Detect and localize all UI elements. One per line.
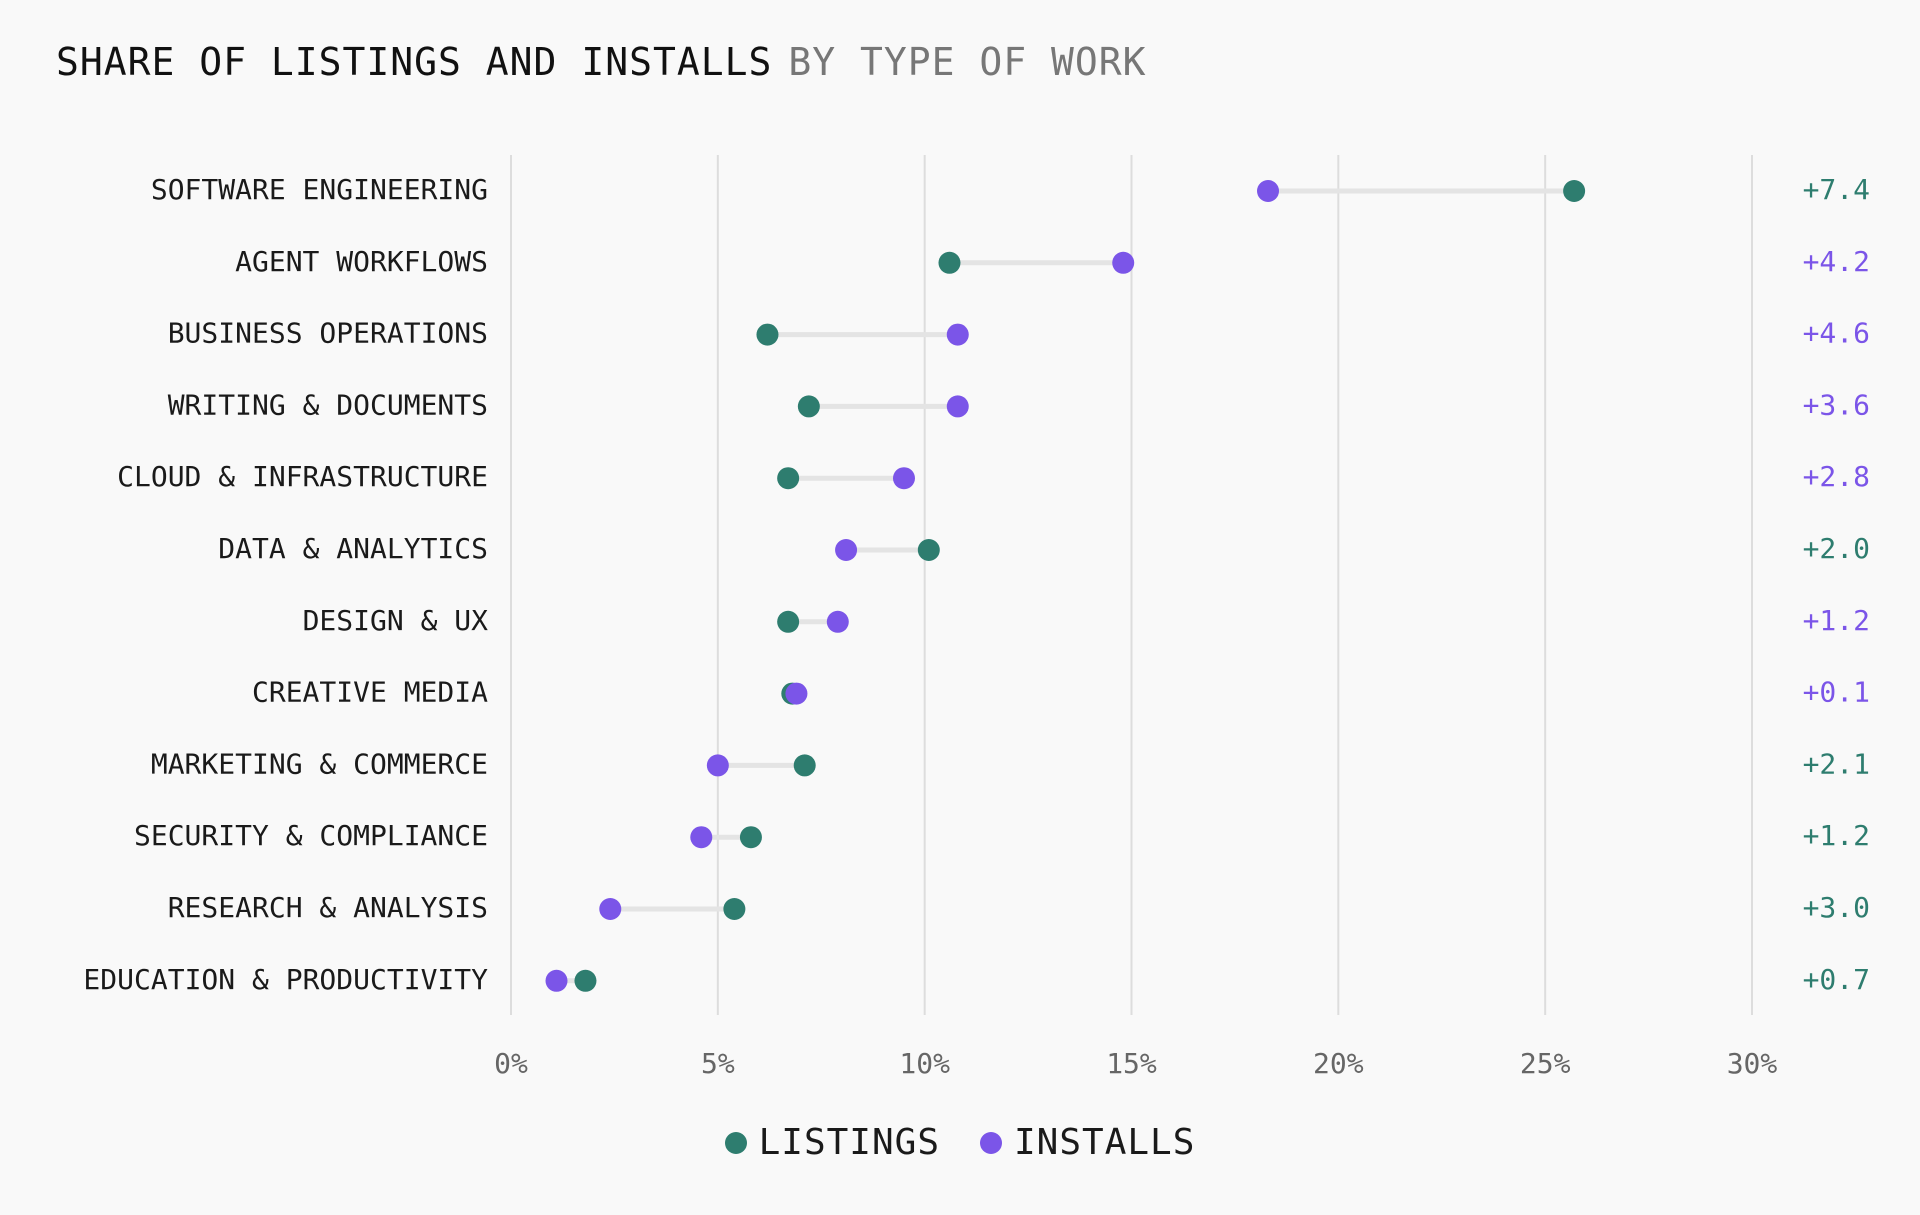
legend-swatch-installs <box>980 1131 1002 1154</box>
category-label: SECURITY & COMPLIANCE <box>134 819 488 852</box>
listings-point <box>1563 180 1586 202</box>
difference-label: +4.2 <box>1803 245 1870 278</box>
installs-point <box>1257 180 1280 202</box>
installs-point <box>545 969 568 992</box>
category-label: DATA & ANALYTICS <box>218 532 488 565</box>
legend-item-listings: LISTINGS <box>724 1122 940 1163</box>
chart-title-sub: BY TYPE OF WORK <box>788 40 1147 84</box>
category-label: SOFTWARE ENGINEERING <box>151 173 488 206</box>
installs-point <box>599 898 622 920</box>
category-label: EDUCATION & PRODUCTIVITY <box>83 963 488 996</box>
category-label: DESIGN & UX <box>303 604 489 637</box>
difference-label: +2.8 <box>1803 460 1870 493</box>
x-tick-label: 0% <box>494 1047 528 1080</box>
category-label: CLOUD & INFRASTRUCTURE <box>117 460 488 493</box>
installs-point <box>690 826 713 849</box>
listings-point <box>756 323 779 346</box>
legend-label-installs: INSTALLS <box>1014 1122 1196 1163</box>
difference-label: +4.6 <box>1803 317 1870 350</box>
listings-point <box>797 395 820 418</box>
x-tick-label: 5% <box>701 1047 735 1080</box>
installs-point <box>946 395 969 418</box>
x-tick-label: 25% <box>1520 1047 1571 1080</box>
difference-label: +1.2 <box>1803 819 1870 852</box>
listings-point <box>917 539 940 561</box>
installs-point <box>826 610 849 633</box>
installs-point <box>785 682 808 705</box>
listings-point <box>938 251 961 274</box>
installs-point <box>835 539 858 561</box>
listings-point <box>723 898 746 920</box>
installs-point <box>1112 251 1135 274</box>
installs-point <box>946 323 969 346</box>
listings-point <box>777 467 800 490</box>
category-label: CREATIVE MEDIA <box>252 676 488 709</box>
chart-legend: LISTINGS INSTALLS <box>0 1122 1920 1163</box>
category-label: MARKETING & COMMERCE <box>151 747 488 780</box>
listings-point <box>739 826 762 849</box>
listings-point <box>777 610 800 633</box>
installs-point <box>706 754 729 777</box>
difference-label: +0.1 <box>1803 676 1870 709</box>
listings-point <box>574 969 597 992</box>
legend-swatch-listings <box>724 1131 747 1154</box>
chart-title-main: SHARE OF LISTINGS AND INSTALLS <box>56 40 773 84</box>
legend-item-installs: INSTALLS <box>980 1122 1195 1163</box>
category-label: RESEARCH & ANALYSIS <box>168 891 488 924</box>
x-tick-label: 30% <box>1727 1047 1778 1080</box>
category-label: WRITING & DOCUMENTS <box>168 388 488 421</box>
installs-point <box>892 467 915 490</box>
category-label: BUSINESS OPERATIONS <box>168 317 488 350</box>
listings-point <box>793 754 816 777</box>
legend-label-listings: LISTINGS <box>758 1122 940 1163</box>
x-tick-label: 20% <box>1313 1047 1364 1080</box>
chart-title: SHARE OF LISTINGS AND INSTALLS BY TYPE OF… <box>56 40 1147 84</box>
difference-label: +0.7 <box>1803 963 1870 996</box>
difference-label: +1.2 <box>1803 604 1870 637</box>
difference-label: +2.1 <box>1803 747 1870 780</box>
difference-label: +3.0 <box>1803 891 1870 924</box>
category-label: AGENT WORKFLOWS <box>235 245 488 278</box>
x-tick-label: 10% <box>899 1047 950 1080</box>
difference-label: +3.6 <box>1803 388 1870 421</box>
x-tick-label: 15% <box>1106 1047 1157 1080</box>
difference-label: +7.4 <box>1803 173 1870 206</box>
difference-label: +2.0 <box>1803 532 1870 565</box>
